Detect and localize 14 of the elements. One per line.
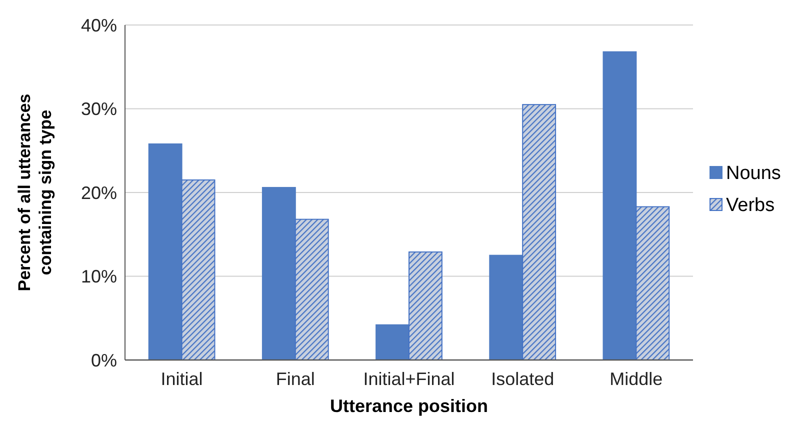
x-tick-label: Initial <box>160 369 203 389</box>
x-tick-label: Isolated <box>491 369 554 389</box>
y-tick-label: 20% <box>80 182 117 203</box>
x-tick-label: Initial+Final <box>363 369 455 389</box>
legend-label: Nouns <box>726 163 781 184</box>
y-axis-title: Percent of all utterances containing sign type <box>15 94 55 292</box>
y-tick-label: 40% <box>80 15 117 36</box>
y-tick-label: 10% <box>80 266 117 287</box>
legend-label: Verbs <box>726 195 775 216</box>
y-tick-label: 0% <box>90 350 117 370</box>
x-axis-title: Utterance position <box>330 396 488 416</box>
x-tick-label: Final <box>276 369 315 389</box>
y-tick-label: 30% <box>80 99 117 120</box>
x-tick-label: Middle <box>610 369 663 389</box>
